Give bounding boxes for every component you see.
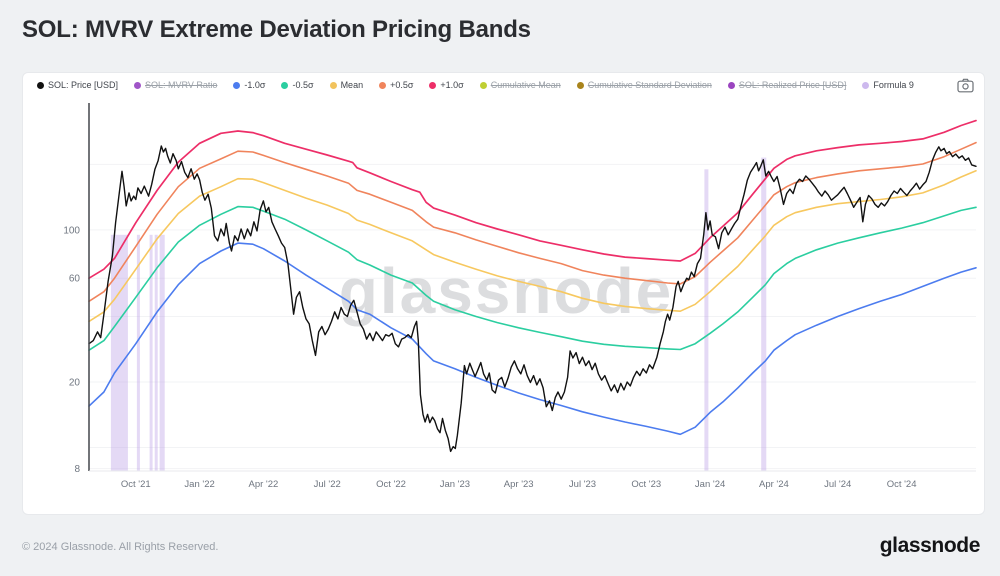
x-tick-label: Jul '22 bbox=[314, 479, 341, 490]
legend-item-cumulative-mean[interactable]: Cumulative Mean bbox=[479, 80, 561, 90]
chart-svg: glassnode 8 20 60 100 Oct '21 Jan '22 Apr '22 Ju… bbox=[63, 103, 977, 490]
chart-legend: SOL: Price [USD] SOL: MVRV Ratio -1.0σ -0.5… bbox=[37, 80, 940, 90]
legend-label: Mean bbox=[340, 80, 364, 90]
y-tick-label: 100 bbox=[63, 225, 80, 236]
y-tick-label: 20 bbox=[69, 378, 81, 389]
series-line-mean bbox=[88, 170, 977, 323]
legend-label: SOL: Realized Price [USD] bbox=[738, 80, 847, 90]
legend-item-sol-realized-price-usd[interactable]: SOL: Realized Price [USD] bbox=[727, 80, 847, 90]
legend-dot bbox=[727, 81, 735, 89]
chart-panel: glassnode 8 20 60 100 Oct '21 Jan '22 Apr '22 Ju… bbox=[22, 72, 985, 515]
legend-label: Cumulative Mean bbox=[490, 80, 561, 90]
legend-dot bbox=[281, 81, 289, 89]
formula9-highlight-band bbox=[110, 234, 128, 471]
legend-dot bbox=[134, 81, 142, 89]
legend-dot bbox=[479, 81, 487, 89]
formula9-highlight-band bbox=[159, 234, 165, 471]
x-tick-label: Apr '22 bbox=[248, 479, 278, 490]
legend-label: SOL: Price [USD] bbox=[48, 80, 119, 90]
legend-item-sol-price-usd[interactable]: SOL: Price [USD] bbox=[37, 80, 118, 90]
page-title: SOL: MVRV Extreme Deviation Pricing Band… bbox=[22, 16, 531, 43]
legend-item-0-5[interactable]: +0.5σ bbox=[379, 80, 413, 90]
copyright-text: © 2024 Glassnode. All Rights Reserved. bbox=[22, 541, 219, 553]
legend-item-1-0[interactable]: -1.0σ bbox=[233, 80, 265, 90]
legend-item-sol-mvrv-ratio[interactable]: SOL: MVRV Ratio bbox=[134, 80, 217, 90]
y-tick-label: 8 bbox=[74, 464, 80, 475]
legend-label: Formula 9 bbox=[873, 80, 914, 90]
series-line-1-0 bbox=[88, 242, 977, 436]
legend-label: -0.5σ bbox=[292, 80, 314, 90]
formula9-highlight-band bbox=[704, 169, 709, 472]
legend-label: SOL: MVRV Ratio bbox=[145, 80, 218, 90]
legend-item-formula-9[interactable]: Formula 9 bbox=[862, 80, 914, 90]
legend-dot bbox=[329, 81, 337, 89]
camera-icon bbox=[956, 78, 974, 93]
glassnode-wordmark: glassnode bbox=[879, 534, 981, 557]
x-tick-label: Jan '22 bbox=[184, 479, 214, 490]
formula9-highlight-band bbox=[154, 234, 158, 471]
legend-item-cumulative-standard-deviation[interactable]: Cumulative Standard Deviation bbox=[576, 80, 712, 90]
legend-dot bbox=[862, 81, 870, 89]
legend-dot bbox=[379, 81, 387, 89]
series-line-sol-price-usd bbox=[88, 145, 977, 453]
legend-item-mean[interactable]: Mean bbox=[329, 80, 364, 90]
x-tick-label: Apr '24 bbox=[759, 479, 789, 490]
formula9-highlight-band bbox=[149, 234, 153, 471]
formula9-highlight-band bbox=[761, 157, 767, 471]
legend-label: +1.0σ bbox=[440, 80, 464, 90]
x-tick-label: Apr '23 bbox=[504, 479, 534, 490]
x-tick-label: Oct '22 bbox=[376, 479, 406, 490]
legend-item-1-0[interactable]: +1.0σ bbox=[429, 80, 464, 90]
x-tick-label: Oct '23 bbox=[631, 479, 661, 490]
x-tick-label: Jan '23 bbox=[440, 479, 470, 490]
y-tick-label: 60 bbox=[69, 274, 81, 285]
x-tick-label: Oct '24 bbox=[887, 479, 917, 490]
x-tick-label: Oct '21 bbox=[121, 479, 151, 490]
legend-dot bbox=[429, 81, 437, 89]
x-tick-label: Jul '24 bbox=[824, 479, 851, 490]
series-line-1-0 bbox=[88, 119, 977, 280]
legend-item-0-5[interactable]: -0.5σ bbox=[281, 80, 314, 90]
legend-dot bbox=[576, 81, 584, 89]
legend-label: -1.0σ bbox=[244, 80, 266, 90]
legend-dot bbox=[233, 81, 241, 89]
watermark: glassnode bbox=[339, 255, 674, 327]
export-chart-button[interactable] bbox=[956, 78, 974, 94]
legend-dot bbox=[37, 81, 44, 89]
x-tick-label: Jan '24 bbox=[695, 479, 725, 490]
formula9-highlight-band bbox=[136, 234, 140, 471]
series-line-0-5 bbox=[88, 205, 977, 351]
legend-label: +0.5σ bbox=[390, 80, 414, 90]
x-tick-label: Jul '23 bbox=[569, 479, 596, 490]
legend-label: Cumulative Standard Deviation bbox=[587, 80, 712, 90]
